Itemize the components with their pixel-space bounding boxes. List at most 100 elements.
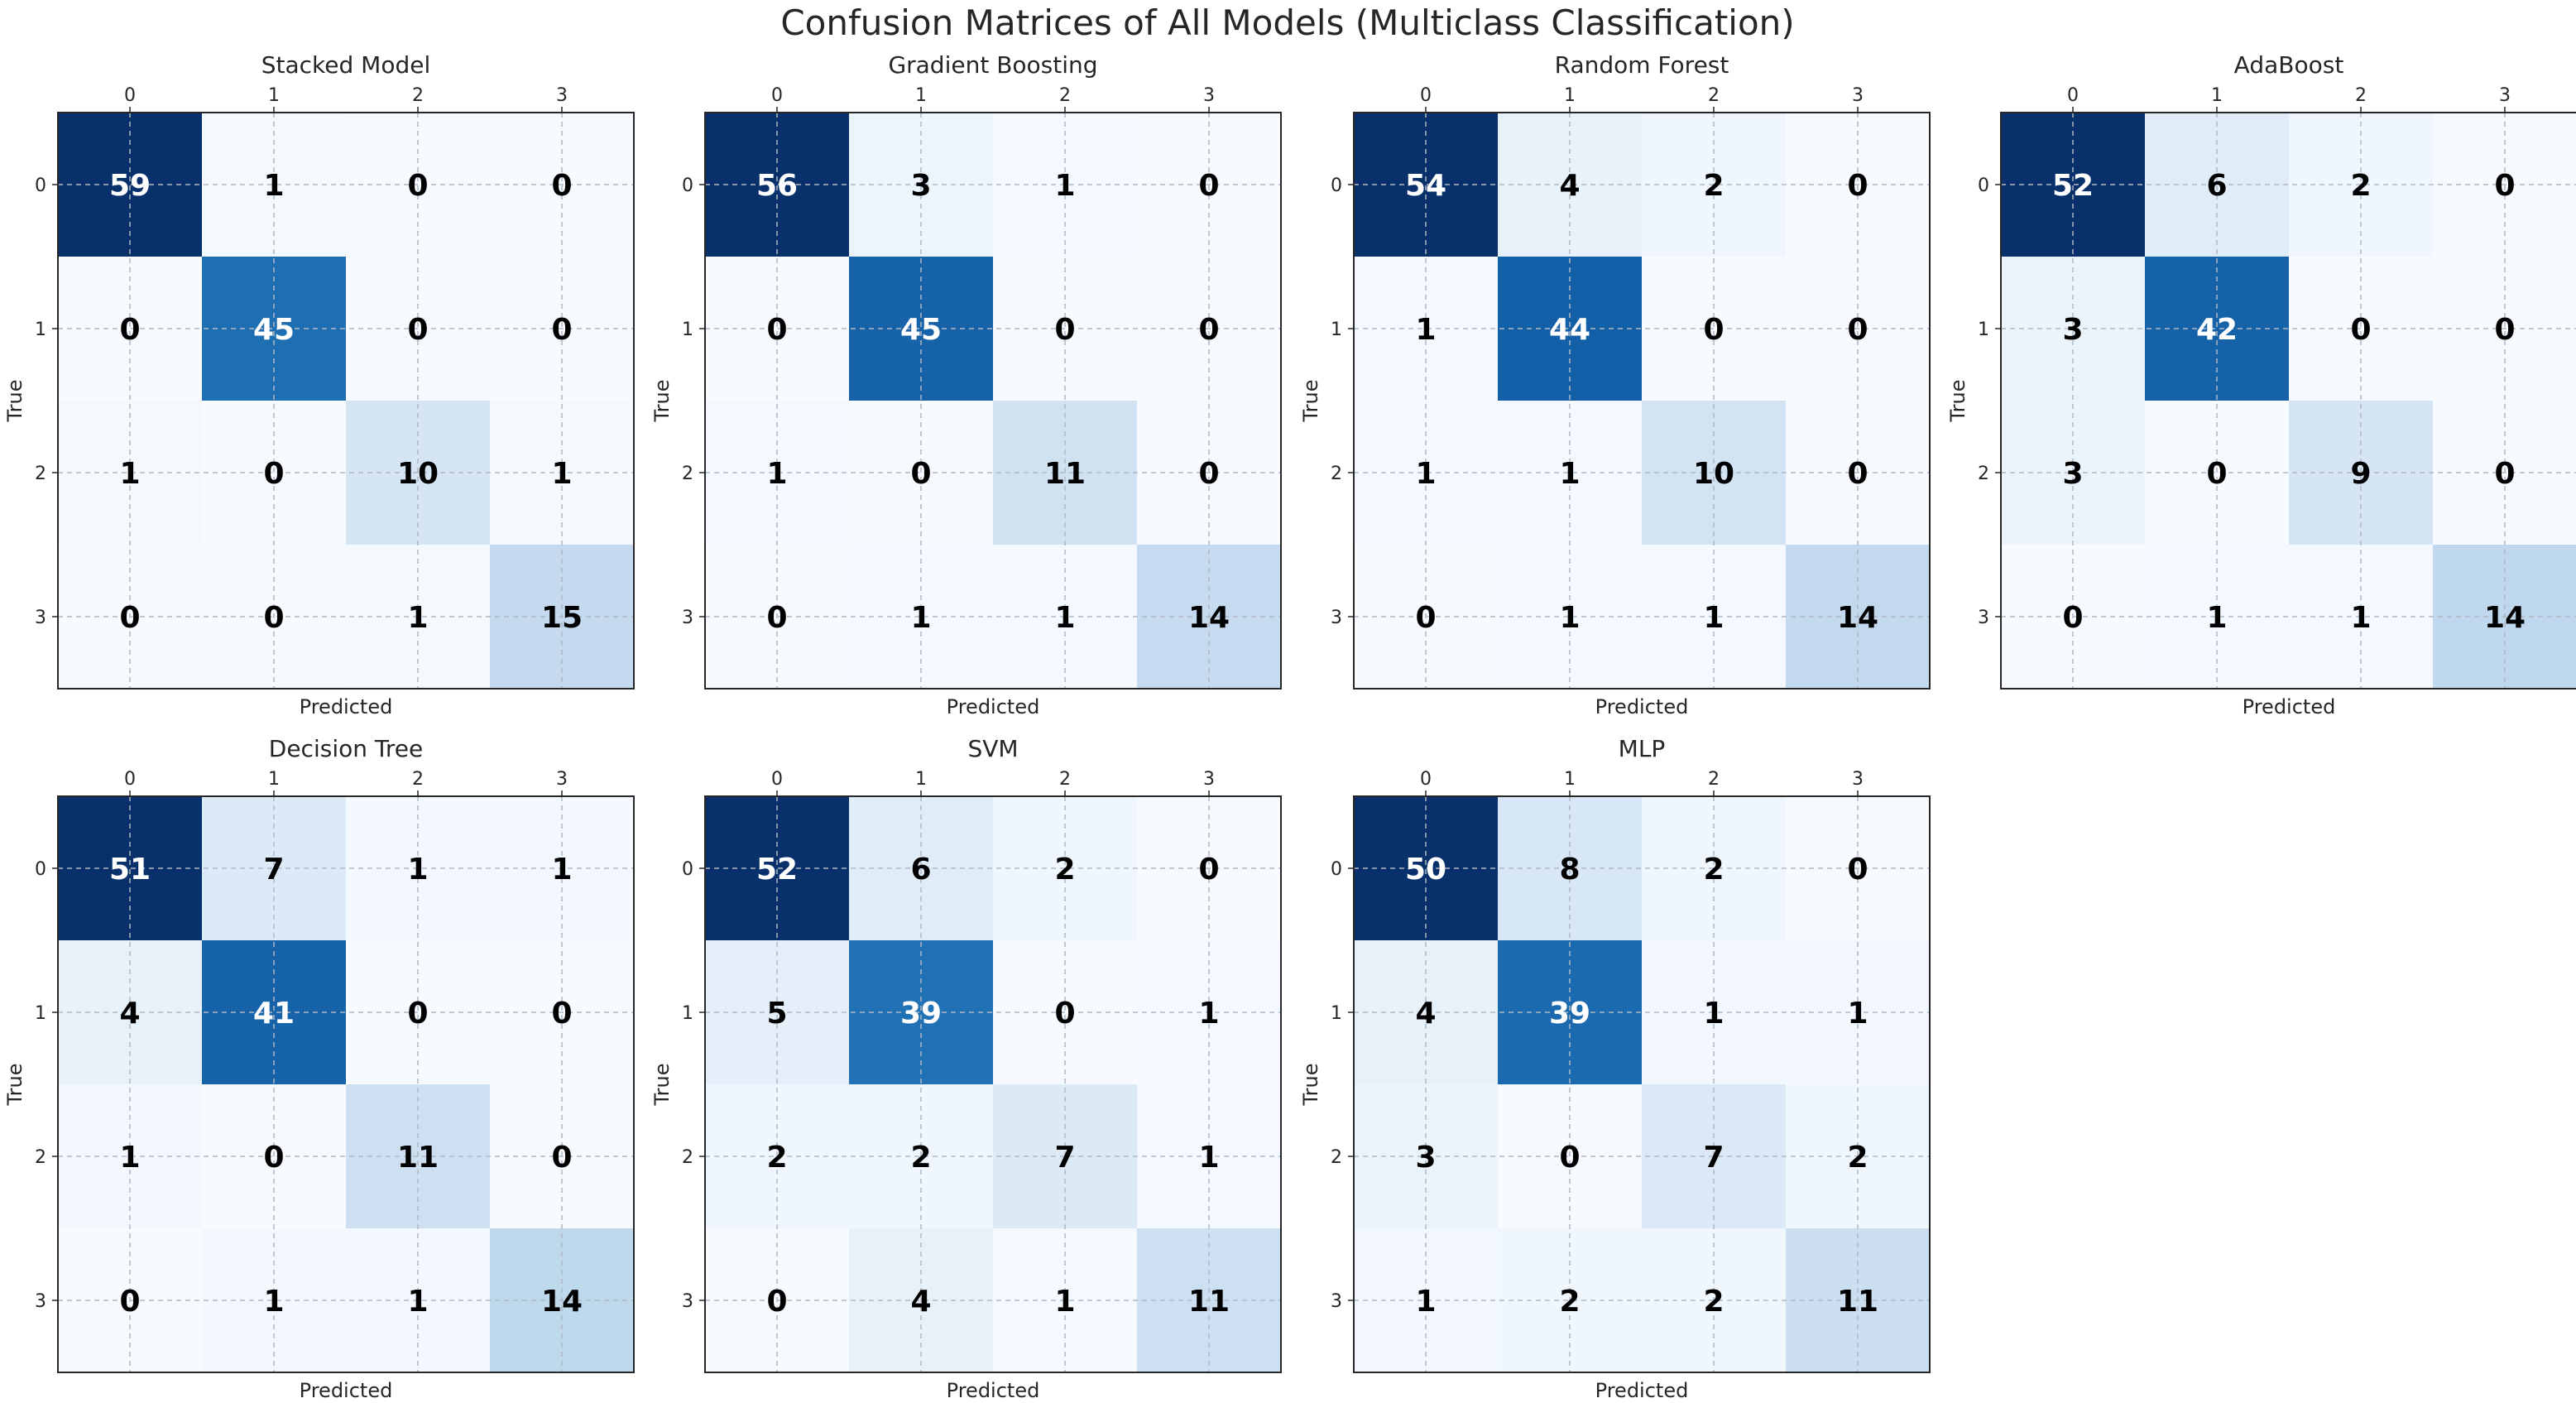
cell-value-label: 0 (2206, 457, 2227, 491)
x-tick-label: 3 (556, 85, 568, 106)
cell-value-label: 0 (119, 1285, 140, 1319)
x-tick-label: 2 (412, 769, 424, 790)
cell-value-label: 9 (2350, 457, 2371, 491)
x-tick-label: 0 (2067, 85, 2079, 106)
cell-value-label: 0 (2494, 457, 2515, 491)
y-axis-label: True (1299, 380, 1322, 423)
x-tick-label: 0 (771, 769, 783, 790)
y-tick-label: 3 (1978, 608, 1989, 628)
y-tick-label: 3 (35, 608, 46, 628)
confusion-panel: Random Forest 54 4 2 0 1 44 0 0 1 1 10 0 0 1 1 14 0 0 1 1 2 2 3… (1299, 51, 1931, 718)
cell-value-label: 14 (1188, 601, 1230, 635)
y-tick-label: 3 (682, 608, 693, 628)
cell-value-label: 0 (1198, 313, 1219, 347)
cell-value-label: 5 (766, 997, 787, 1031)
cell-value-label: 1 (2206, 601, 2227, 635)
cell-value-label: 4 (119, 997, 140, 1031)
cell-value-label: 0 (2494, 169, 2515, 203)
cell-value-label: 4 (1559, 169, 1580, 203)
x-tick-label: 1 (268, 769, 280, 790)
panel-title: SVM (967, 735, 1018, 762)
cell-value-label: 15 (541, 601, 583, 635)
cell-value-label: 1 (1054, 169, 1075, 203)
cell-value-label: 0 (119, 601, 140, 635)
cell-value-label: 1 (407, 853, 428, 886)
y-tick-label: 2 (35, 1147, 46, 1168)
y-tick-label: 2 (682, 1147, 693, 1168)
cell-value-label: 1 (2350, 601, 2371, 635)
cell-value-label: 45 (253, 313, 295, 347)
cell-value-label: 1 (1847, 997, 1868, 1031)
cell-value-label: 0 (263, 1141, 284, 1175)
x-tick-label: 0 (771, 85, 783, 106)
cell-value-label: 1 (407, 601, 428, 635)
cell-value-label: 52 (2052, 169, 2094, 203)
cell-value-label: 2 (1703, 169, 1724, 203)
cell-value-label: 0 (551, 313, 572, 347)
y-tick-label: 2 (1331, 1147, 1342, 1168)
cell-value-label: 2 (1703, 1285, 1724, 1319)
y-axis-label: True (3, 380, 26, 423)
cell-value-label: 14 (1837, 601, 1878, 635)
cell-value-label: 0 (407, 997, 428, 1031)
cell-value-label: 51 (109, 853, 151, 886)
x-tick-label: 0 (1420, 85, 1432, 106)
cell-value-label: 11 (1188, 1285, 1230, 1319)
y-axis-label: True (650, 1064, 674, 1107)
cell-value-label: 7 (263, 853, 284, 886)
cell-value-label: 2 (910, 1141, 931, 1175)
cell-value-label: 50 (1405, 853, 1446, 886)
y-axis-label: True (1299, 1064, 1322, 1107)
y-tick-label: 0 (1331, 859, 1342, 880)
cell-value-label: 0 (1847, 457, 1868, 491)
panel-title: AdaBoost (2234, 51, 2344, 79)
cell-value-label: 3 (2062, 313, 2083, 347)
cell-value-label: 1 (1415, 1285, 1436, 1319)
cell-value-label: 3 (1415, 1141, 1436, 1175)
cell-value-label: 0 (1847, 169, 1868, 203)
cell-value-label: 14 (2484, 601, 2526, 635)
cell-value-label: 0 (551, 1141, 572, 1175)
y-tick-label: 0 (35, 859, 46, 880)
x-axis-label: Predicted (2243, 695, 2336, 718)
x-tick-label: 2 (1059, 85, 1071, 106)
cell-value-label: 0 (910, 457, 931, 491)
cell-value-label: 2 (1703, 853, 1724, 886)
y-tick-label: 1 (1978, 320, 1989, 340)
x-tick-label: 0 (124, 769, 136, 790)
cell-value-label: 0 (263, 457, 284, 491)
cell-value-label: 1 (1703, 997, 1724, 1031)
cell-value-label: 59 (109, 169, 151, 203)
y-tick-label: 3 (682, 1291, 693, 1312)
y-tick-label: 1 (1331, 1003, 1342, 1024)
axes-frame (704, 795, 1282, 1373)
y-tick-label: 2 (682, 464, 693, 484)
cell-value-label: 10 (1693, 457, 1734, 491)
x-axis-label: Predicted (1595, 1379, 1689, 1402)
cell-value-label: 7 (1054, 1141, 1075, 1175)
axes-frame (57, 112, 635, 689)
x-tick-label: 1 (915, 85, 927, 106)
cell-value-label: 0 (1415, 601, 1436, 635)
cell-value-label: 0 (2494, 313, 2515, 347)
confusion-panel: AdaBoost 52 6 2 0 3 42 0 0 3 0 9 0 0 1 1 14 0 0 1 1 2 2 3 3 Predi… (1946, 51, 2576, 718)
cell-value-label: 7 (1703, 1141, 1724, 1175)
cell-value-label: 11 (1837, 1285, 1878, 1319)
y-tick-label: 0 (682, 859, 693, 880)
x-axis-label: Predicted (947, 695, 1040, 718)
panel-title: Gradient Boosting (888, 51, 1097, 79)
cell-value-label: 54 (1405, 169, 1446, 203)
cell-value-label: 11 (397, 1141, 439, 1175)
cell-value-label: 0 (766, 1285, 787, 1319)
cell-value-label: 52 (756, 853, 798, 886)
cell-value-label: 1 (1198, 1141, 1219, 1175)
cell-value-label: 10 (397, 457, 439, 491)
axes-frame (704, 112, 1282, 689)
x-axis-label: Predicted (1595, 695, 1689, 718)
x-tick-label: 2 (1708, 769, 1720, 790)
x-tick-label: 3 (1852, 769, 1864, 790)
cell-value-label: 1 (551, 457, 572, 491)
